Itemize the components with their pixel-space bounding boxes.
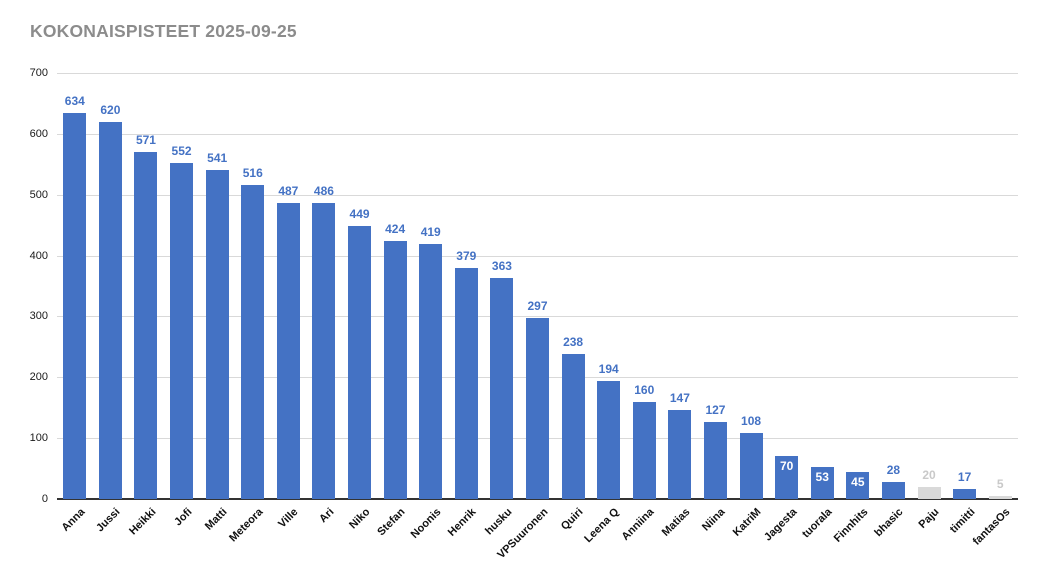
bar-value-label: 194 [598,361,619,376]
bar-value-label: 516 [242,165,263,180]
bar[interactable] [632,401,656,499]
bar-value-label: 634 [64,94,85,109]
y-tick-label: 300 [29,310,48,323]
bar[interactable] [846,471,870,499]
bar[interactable] [561,354,585,499]
bar[interactable] [170,163,194,499]
y-tick-label: 600 [29,127,48,140]
bar-value-label: 620 [100,102,121,117]
bar-value-label: 297 [527,299,548,314]
bar[interactable] [739,433,763,499]
bar[interactable] [810,466,834,499]
y-tick-label: 200 [29,371,48,384]
bar-value-label: 379 [456,249,477,264]
bar[interactable] [988,495,1012,499]
bar-value-label: 363 [491,259,512,274]
bar[interactable] [917,486,941,499]
y-tick-label: 500 [29,188,48,201]
gridline [57,73,1018,74]
bar[interactable] [775,456,799,499]
x-axis-line [57,498,1018,500]
bar[interactable] [63,113,87,499]
bar-value-label: 571 [135,132,156,147]
bar-value-label: 20 [922,467,936,482]
bar-value-label: 419 [420,225,441,239]
bar[interactable] [597,380,621,499]
y-tick-label: 400 [29,249,48,262]
bar[interactable] [668,409,692,499]
bar-value-label: 541 [207,150,228,165]
bar-value-label: 70 [779,459,794,474]
y-tick-label: 100 [29,432,48,445]
bar-value-label: 238 [563,335,584,350]
bar-value-label: 160 [634,382,655,397]
chart-title: KOKONAISPISTEET 2025-09-25 [30,21,297,41]
plot-area[interactable]: 634 620 571 552 541 516 487 486 449 424 419 379 363 2… [57,73,1018,500]
gridline [57,255,1018,257]
bar[interactable] [454,268,478,499]
gridline [57,194,1018,196]
bar[interactable] [276,202,300,499]
y-tick-label: 700 [29,67,48,79]
bar[interactable] [205,169,229,499]
bar-value-label: 147 [669,390,690,405]
bar[interactable] [312,203,336,499]
bar[interactable] [383,240,407,499]
bar[interactable] [348,225,372,499]
y-tick-label: 0 [41,493,48,505]
bar[interactable] [703,421,727,499]
bar-value-label: 28 [886,462,901,477]
bar[interactable] [953,488,977,499]
bar-value-label: 45 [851,474,865,489]
bar-value-label: 486 [313,184,334,199]
bar[interactable] [241,184,265,499]
bar-value-label: 127 [705,402,726,417]
bar-value-label: 424 [385,221,406,236]
bar[interactable] [134,151,158,499]
bar-value-label: 449 [349,206,370,221]
bar[interactable] [881,481,905,499]
bar-value-label: 5 [996,476,1004,491]
gridline [57,316,1018,318]
bar[interactable] [490,278,514,499]
bar-value-label: 552 [171,144,192,159]
bar-value-label: 17 [957,469,972,484]
bar[interactable] [419,244,443,499]
bar-value-label: 53 [815,469,829,484]
bar[interactable] [526,318,549,499]
bar[interactable] [98,121,122,499]
gridline [57,133,1018,135]
bar-value-label: 487 [278,183,299,198]
bar-value-label: 108 [741,414,762,429]
